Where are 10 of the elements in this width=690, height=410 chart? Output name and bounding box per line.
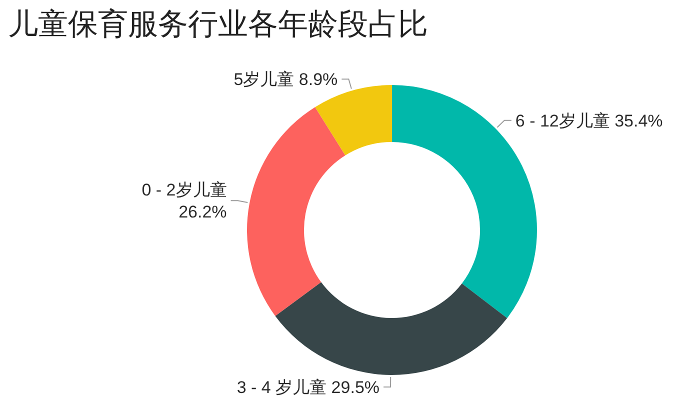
slice-label: 6 - 12岁儿童 35.4% — [515, 110, 663, 130]
slice-label: 0 - 2岁儿童 — [142, 180, 227, 200]
donut-slice — [315, 85, 392, 156]
slice-label: 3 - 4 岁儿童 29.5% — [236, 377, 380, 396]
donut-slice — [247, 107, 346, 316]
donut-slice — [275, 282, 508, 375]
chart-title: 儿童保育服务行业各年龄段占比 — [8, 7, 428, 43]
data-label: 26.2% — [178, 202, 227, 222]
donut-slice — [392, 85, 537, 318]
slice-label: 5岁儿童 8.9% — [234, 70, 338, 89]
